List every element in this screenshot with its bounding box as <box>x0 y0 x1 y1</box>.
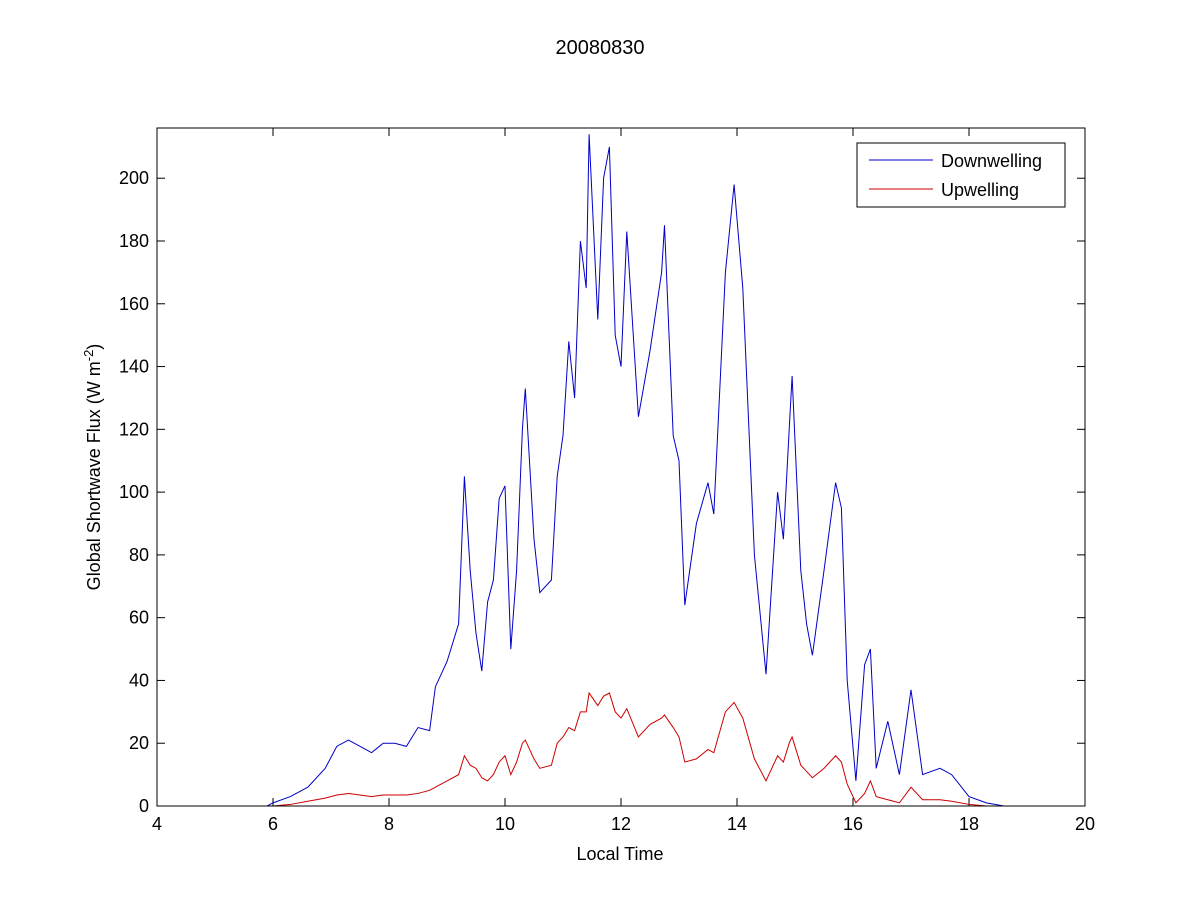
legend-label: Downwelling <box>941 151 1042 171</box>
x-tick-label: 16 <box>843 814 863 834</box>
legend-box <box>856 142 1066 208</box>
y-tick-label: 160 <box>119 294 149 314</box>
x-axis-label: Local Time <box>576 844 663 864</box>
series-line <box>157 134 1085 807</box>
y-label-sup: -2 <box>81 350 96 362</box>
x-tick-label: 10 <box>495 814 515 834</box>
y-tick-label: 80 <box>129 545 149 565</box>
chart-title: 20080830 <box>556 37 645 59</box>
y-label-suffix: ) <box>84 344 104 350</box>
y-tick-label: 40 <box>129 670 149 690</box>
x-tick-label: 8 <box>384 814 394 834</box>
x-tick-label: 20 <box>1075 814 1095 834</box>
y-tick-label: 200 <box>119 168 149 188</box>
x-tick-label: 12 <box>611 814 631 834</box>
y-axis-label: Global Shortwave Flux (W m-2) <box>81 344 104 591</box>
y-tick-label: 0 <box>139 796 149 816</box>
y-label-text: Global Shortwave Flux (W m <box>84 361 104 590</box>
y-tick-label: 180 <box>119 231 149 251</box>
x-tick-label: 18 <box>959 814 979 834</box>
series-line <box>157 691 1085 807</box>
x-tick-label: 6 <box>268 814 278 834</box>
axes-box <box>156 127 1086 807</box>
y-tick-label: 100 <box>119 482 149 502</box>
y-tick-label: 20 <box>129 733 149 753</box>
y-tick-label: 120 <box>119 419 149 439</box>
y-tick-label: 60 <box>129 608 149 628</box>
y-tick-label: 140 <box>119 357 149 377</box>
x-tick-label: 14 <box>727 814 747 834</box>
x-tick-label: 4 <box>152 814 162 834</box>
legend-label: Upwelling <box>941 180 1019 200</box>
